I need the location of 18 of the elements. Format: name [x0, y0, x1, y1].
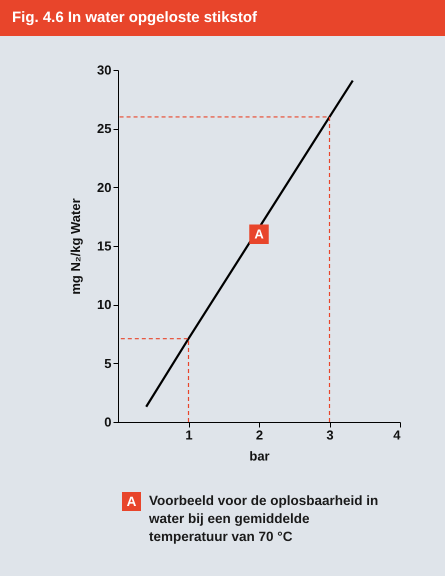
annotation: A	[254, 226, 264, 242]
y-tick-label: 30	[97, 62, 112, 78]
y-tick-label: 15	[97, 238, 112, 254]
y-tick-label: 0	[104, 414, 112, 430]
chart-title: Fig. 4.6 In water opgeloste stikstof	[0, 0, 445, 36]
text: Voorbeeld voor de oplosbaarheid in water bij een gemiddelde temperatuur van 70 °C	[149, 492, 380, 546]
text: A	[126, 494, 136, 509]
y-tick-label: 25	[97, 121, 112, 136]
y-tick-label: 20	[97, 180, 112, 195]
y-tick-label: 5	[104, 356, 112, 371]
y-tick-label: 10	[97, 297, 112, 312]
x-tick-label: 4	[393, 428, 402, 442]
x-axis-title: bar	[249, 448, 270, 464]
line-series	[145, 79, 354, 408]
x-tick-label: 3	[326, 428, 334, 442]
x-tick-label: 2	[256, 428, 264, 442]
y-axis-title: mg N₂/kg Water	[68, 198, 84, 295]
x-tick-label: 1	[185, 428, 193, 442]
